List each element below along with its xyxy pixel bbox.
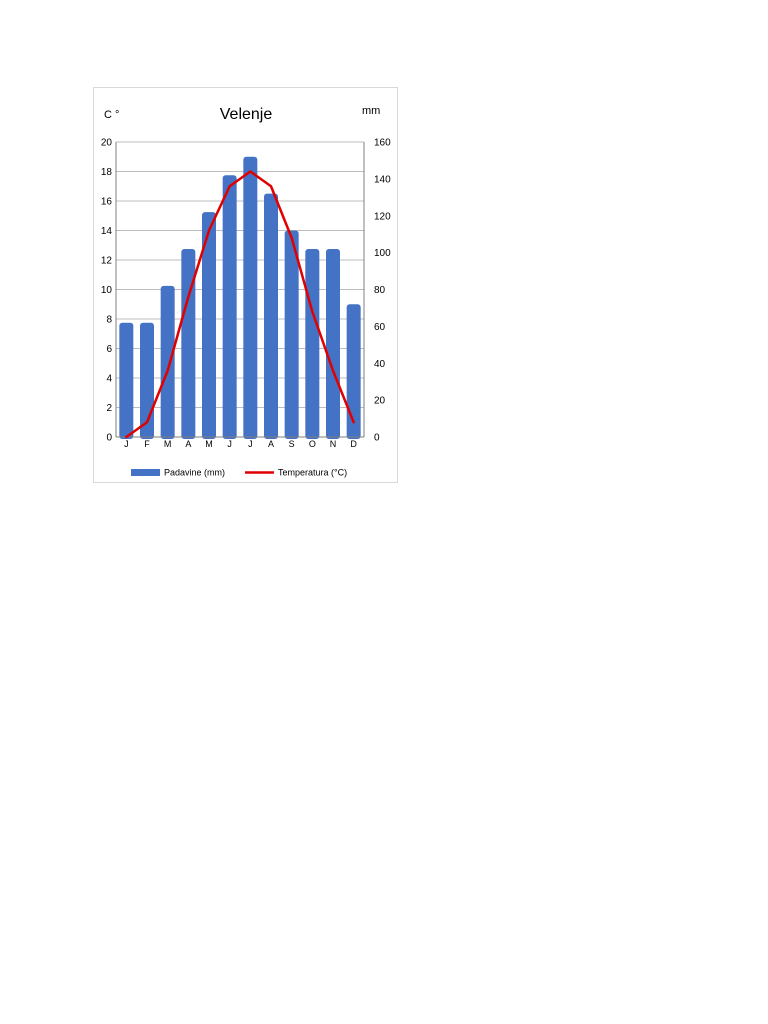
legend-label-temperature: Temperatura (°C) [278,468,347,478]
x-tick-label: A [185,439,191,449]
x-tick-label: O [309,439,316,449]
x-tick-label: A [268,439,274,449]
legend-swatch-precipitation [131,469,160,476]
y-left-tick-label: 10 [101,285,113,296]
legend-label-precipitation: Padavine (mm) [164,468,225,478]
y-left-tick-label: 18 [101,167,113,178]
y-right-tick-label: 140 [374,174,391,185]
chart-title: Velenje [220,106,273,123]
y-left-tick-label: 20 [101,138,113,149]
precipitation-bar [160,285,175,439]
temperature-line-group [125,170,355,439]
precipitation-bar [243,156,258,439]
x-tick-label: S [289,439,295,449]
y-right-tick-label: 40 [374,359,386,370]
y-right-tick-label: 60 [374,322,386,333]
y-left-tick-label: 14 [101,226,113,237]
x-tick-label: N [330,439,337,449]
tick-labels: 0 2 4 6 8 10 12 14 16 18 20 0 20 40 60 80 100 120 140 160 J F… [101,138,391,450]
y-left-tick-label: 12 [101,256,113,267]
y-right-tick-label: 100 [374,248,391,259]
y-right-unit: mm [362,105,380,117]
y-right-tick-label: 80 [374,285,386,296]
precipitation-bar [326,248,340,439]
precipitation-bar [284,230,299,439]
chart-container: Velenje C ° mm 0 2 4 6 8 10 12 14 16 18 20 0 20 40 60 8… [93,87,398,483]
y-right-tick-label: 120 [374,211,391,222]
x-tick-label: J [227,439,232,449]
temperature-line [125,170,355,439]
precipitation-bar [222,175,237,439]
precipitation-bar [140,322,154,439]
y-left-tick-label: 2 [106,403,112,414]
y-left-unit: C ° [104,109,119,121]
axes [115,142,365,438]
y-left-tick-label: 0 [106,433,112,444]
y-left-tick-label: 8 [106,315,112,326]
x-tick-label: M [205,439,213,449]
x-tick-label: D [350,439,357,449]
x-tick-label: J [124,439,129,449]
gridlines [116,141,364,438]
x-tick-label: M [164,439,172,449]
precipitation-bar [264,193,278,439]
y-right-tick-label: 20 [374,396,386,407]
y-left-tick-label: 6 [106,344,112,355]
y-left-tick-label: 4 [106,374,112,385]
legend: Padavine (mm) Temperatura (°C) [131,468,347,478]
precipitation-bars [119,156,361,439]
y-right-tick-label: 0 [374,433,380,444]
y-right-tick-label: 160 [374,138,391,149]
precipitation-bar [305,248,320,439]
x-tick-label: F [144,439,150,449]
x-tick-label: J [248,439,253,449]
precipitation-bar [181,248,196,439]
precipitation-bar [119,322,134,439]
y-left-tick-label: 16 [101,197,113,208]
climate-chart: Velenje C ° mm 0 2 4 6 8 10 12 14 16 18 20 0 20 40 60 8… [101,105,391,478]
precipitation-bar [202,212,216,439]
precipitation-bar [346,304,361,439]
